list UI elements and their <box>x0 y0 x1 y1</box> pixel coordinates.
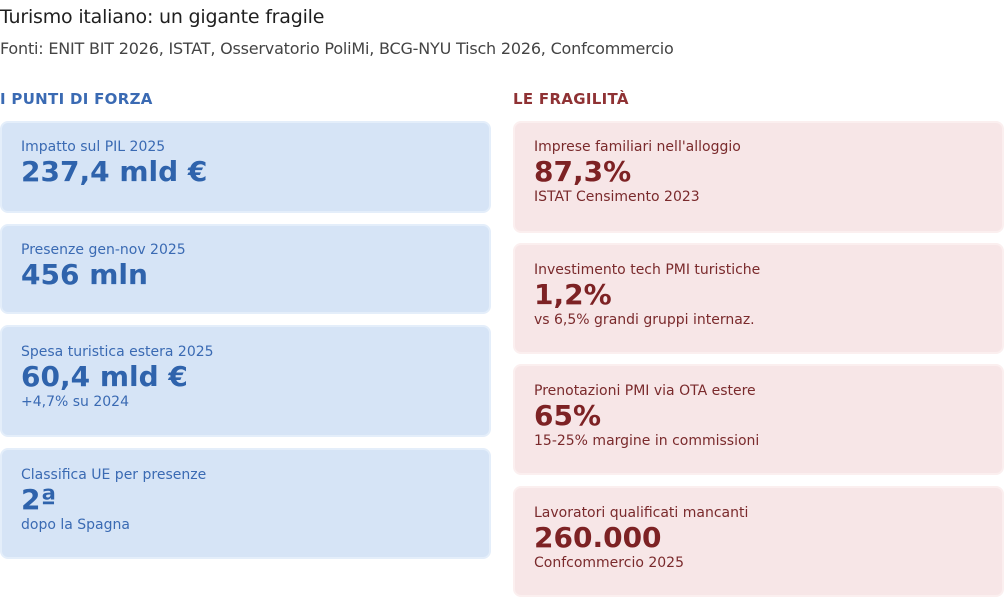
card-value: 456 mln <box>21 258 148 291</box>
card-value: 2ª <box>21 483 57 516</box>
card-label: Presenze gen-nov 2025 <box>21 242 186 258</box>
card-label: Prenotazioni PMI via OTA estere <box>534 383 756 399</box>
page-title: Turismo italiano: un gigante fragile <box>0 6 325 28</box>
card-label: Imprese familiari nell'alloggio <box>534 139 741 155</box>
card-label: Spesa turistica estera 2025 <box>21 344 214 360</box>
page-subtitle: Fonti: ENIT BIT 2026, ISTAT, Osservatori… <box>0 39 674 58</box>
strength-card-foreign-spending: Spesa turistica estera 2025 60,4 mld € +… <box>0 325 491 437</box>
card-value: 237,4 mld € <box>21 155 208 188</box>
card-note: 15-25% margine in commissioni <box>534 433 760 449</box>
strength-card-gdp: Impatto sul PIL 2025 237,4 mld € <box>0 121 491 213</box>
card-label: Lavoratori qualificati mancanti <box>534 505 749 521</box>
weakness-card-family-businesses: Imprese familiari nell'alloggio 87,3% IS… <box>513 121 1004 233</box>
strengths-heading: I PUNTI DI FORZA <box>0 90 153 108</box>
card-value: 60,4 mld € <box>21 360 188 393</box>
card-label: Classifica UE per presenze <box>21 467 207 483</box>
card-note: vs 6,5% grandi gruppi internaz. <box>534 312 755 328</box>
card-note: +4,7% su 2024 <box>21 394 129 410</box>
card-note: dopo la Spagna <box>21 517 130 533</box>
card-label: Impatto sul PIL 2025 <box>21 139 166 155</box>
weaknesses-column: LE FRAGILITÀ Imprese familiari nell'allo… <box>513 88 1004 597</box>
card-value: 1,2% <box>534 278 612 311</box>
card-label: Investimento tech PMI turistiche <box>534 262 761 278</box>
weakness-card-skilled-workers: Lavoratori qualificati mancanti 260.000 … <box>513 486 1004 597</box>
weaknesses-heading: LE FRAGILITÀ <box>513 90 629 108</box>
card-value: 260.000 <box>534 521 662 554</box>
strengths-column: I PUNTI DI FORZA Impatto sul PIL 2025 23… <box>0 88 491 559</box>
card-value: 65% <box>534 399 602 432</box>
weakness-card-tech-investment: Investimento tech PMI turistiche 1,2% vs… <box>513 243 1004 354</box>
strength-card-presences: Presenze gen-nov 2025 456 mln <box>0 224 491 314</box>
weakness-card-ota-bookings: Prenotazioni PMI via OTA estere 65% 15-2… <box>513 364 1004 475</box>
strength-card-eu-ranking: Classifica UE per presenze 2ª dopo la Sp… <box>0 448 491 559</box>
card-value: 87,3% <box>534 155 632 188</box>
card-note: ISTAT Censimento 2023 <box>534 189 700 205</box>
card-note: Confcommercio 2025 <box>534 555 684 571</box>
